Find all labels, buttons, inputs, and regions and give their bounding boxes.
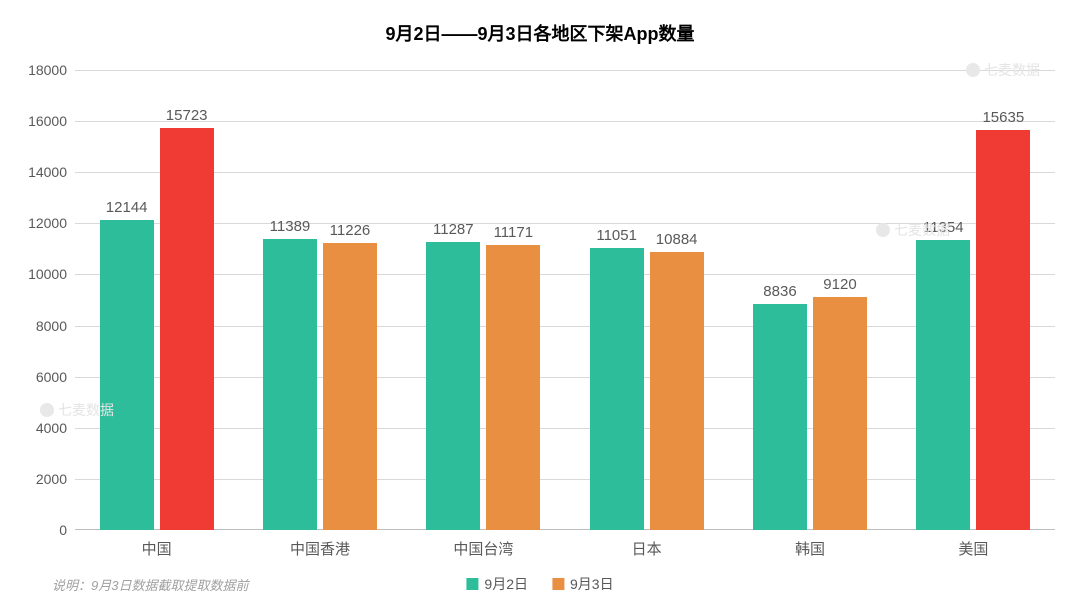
bar-value-label: 12144 [106, 199, 148, 220]
chart-container: 9月2日——9月3日各地区下架App数量 0200040006000800010… [0, 0, 1080, 606]
x-tick-label: 韩国 [728, 530, 891, 559]
x-tick-label: 美国 [892, 530, 1055, 559]
bar: 12144 [100, 220, 154, 530]
y-tick-label: 14000 [28, 164, 75, 180]
bar: 15635 [976, 130, 1030, 530]
x-tick-label: 中国香港 [238, 530, 401, 559]
x-tick-label: 日本 [565, 530, 728, 559]
bar-value-label: 11354 [923, 219, 964, 240]
legend-label: 9月3日 [570, 574, 614, 594]
bar-value-label: 11226 [330, 222, 371, 243]
bar: 11171 [486, 245, 540, 530]
y-tick-label: 16000 [28, 113, 75, 129]
y-tick-label: 10000 [28, 266, 75, 282]
bar-group: 1105110884日本 [565, 70, 728, 530]
bar-value-label: 11051 [596, 227, 637, 248]
bar-value-label: 11287 [433, 221, 474, 242]
bar-group: 1135415635美国 [892, 70, 1055, 530]
bar: 11051 [590, 248, 644, 530]
bar-value-label: 9120 [823, 276, 856, 297]
x-tick-label: 中国 [75, 530, 238, 559]
footnote: 说明：9月3日数据截取提取数据前 [52, 575, 248, 594]
bar-value-label: 11389 [270, 218, 311, 239]
legend-item: 9月3日 [552, 574, 614, 594]
bar: 11389 [263, 239, 317, 530]
legend-swatch [552, 578, 564, 590]
legend-swatch [466, 578, 478, 590]
y-tick-label: 18000 [28, 62, 75, 78]
bar: 11226 [323, 243, 377, 530]
legend: 9月2日 9月3日 [466, 574, 613, 594]
bar: 11287 [426, 242, 480, 530]
legend-label: 9月2日 [484, 574, 528, 594]
chart-title: 9月2日——9月3日各地区下架App数量 [0, 20, 1080, 46]
bar-value-label: 15635 [982, 109, 1024, 130]
x-tick-label: 中国台湾 [402, 530, 565, 559]
y-tick-label: 8000 [36, 318, 75, 334]
plot-area: 0200040006000800010000120001400016000180… [75, 70, 1055, 530]
legend-item: 9月2日 [466, 574, 528, 594]
bar: 8836 [753, 304, 807, 530]
y-tick-label: 4000 [36, 420, 75, 436]
y-tick-label: 6000 [36, 369, 75, 385]
bar-value-label: 10884 [656, 231, 698, 252]
y-tick-label: 0 [59, 522, 75, 538]
bar-group: 1138911226中国香港 [238, 70, 401, 530]
bar-value-label: 15723 [166, 107, 208, 128]
bar: 11354 [916, 240, 970, 530]
bar-group: 88369120韩国 [728, 70, 891, 530]
bar: 10884 [650, 252, 704, 530]
bar-group: 1214415723中国 [75, 70, 238, 530]
bar-value-label: 11171 [494, 224, 534, 245]
bar: 15723 [160, 128, 214, 530]
bar: 9120 [813, 297, 867, 530]
bar-group: 1128711171中国台湾 [402, 70, 565, 530]
bar-value-label: 8836 [763, 283, 796, 304]
y-tick-label: 12000 [28, 215, 75, 231]
y-tick-label: 2000 [36, 471, 75, 487]
